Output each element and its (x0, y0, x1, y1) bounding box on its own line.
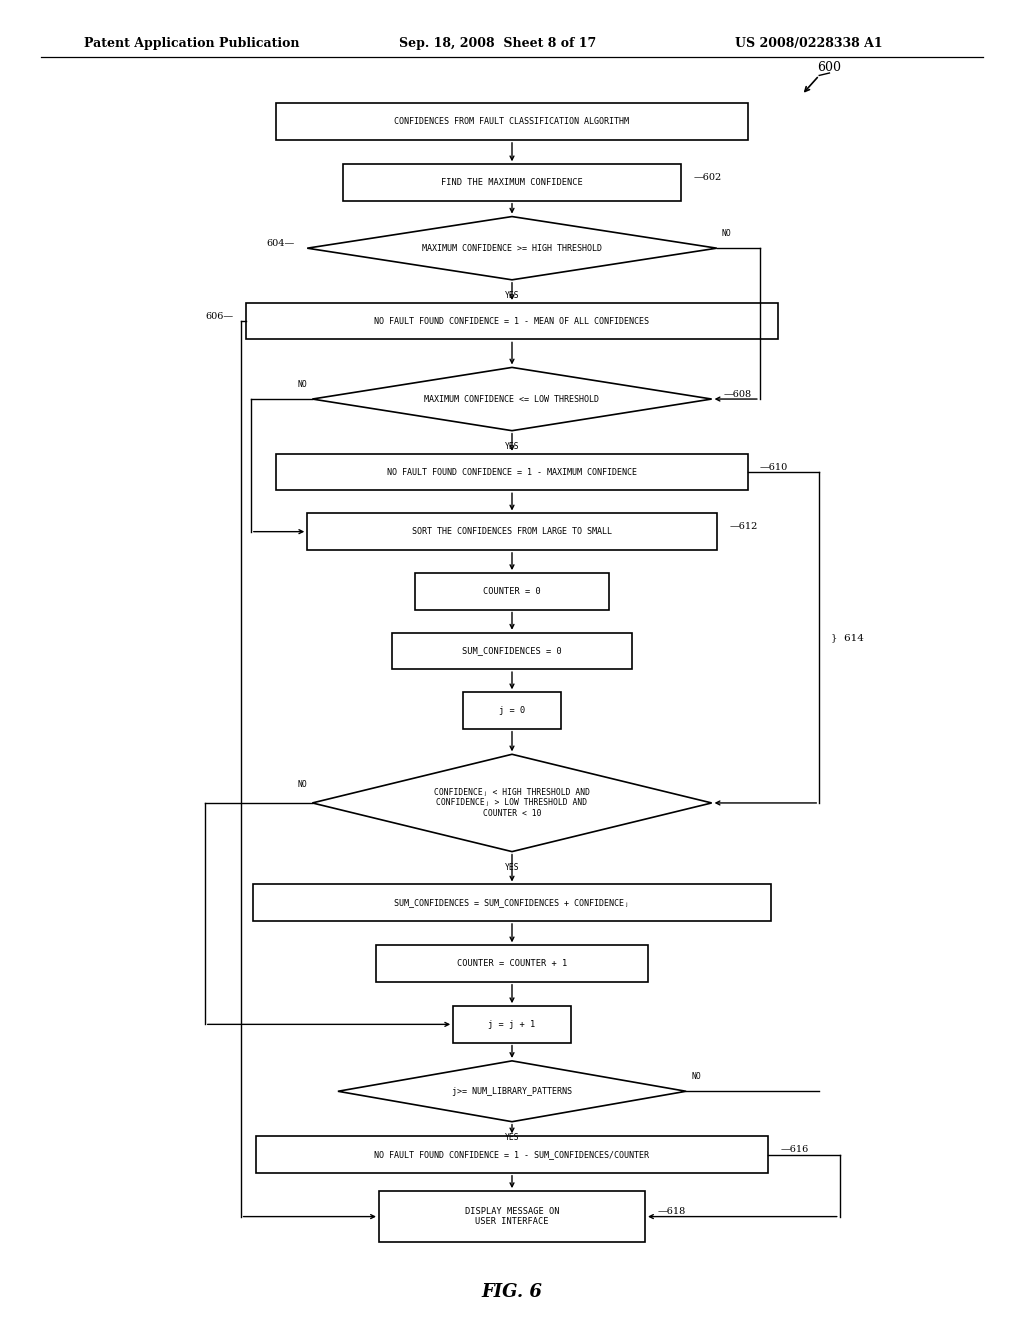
Bar (254, 884, 770, 921)
Polygon shape (338, 1061, 686, 1122)
Text: MAXIMUM CONFIDENCE >= HIGH THRESHOLD: MAXIMUM CONFIDENCE >= HIGH THRESHOLD (422, 244, 602, 252)
Text: NO FAULT FOUND CONFIDENCE = 1 - MAXIMUM CONFIDENCE: NO FAULT FOUND CONFIDENCE = 1 - MAXIMUM … (387, 467, 637, 477)
Text: 606—: 606— (206, 312, 233, 321)
Polygon shape (307, 216, 717, 280)
Text: YES: YES (505, 1133, 519, 1142)
Bar (307, 513, 717, 550)
Text: —608: —608 (724, 389, 752, 399)
Text: j = 0: j = 0 (499, 706, 525, 715)
Text: COUNTER = COUNTER + 1: COUNTER = COUNTER + 1 (457, 960, 567, 968)
Bar (276, 454, 748, 490)
Bar (256, 1137, 768, 1172)
Bar (379, 1191, 645, 1242)
Text: —602: —602 (693, 173, 722, 182)
Bar (246, 302, 778, 339)
Bar (391, 632, 632, 669)
Text: SUM_CONFIDENCES = 0: SUM_CONFIDENCES = 0 (462, 647, 562, 655)
Bar (415, 573, 609, 610)
Text: YES: YES (505, 442, 519, 450)
Text: SORT THE CONFIDENCES FROM LARGE TO SMALL: SORT THE CONFIDENCES FROM LARGE TO SMALL (412, 527, 612, 536)
Text: MAXIMUM CONFIDENCE <= LOW THRESHOLD: MAXIMUM CONFIDENCE <= LOW THRESHOLD (425, 395, 599, 404)
Text: YES: YES (505, 862, 519, 871)
Text: }  614: } 614 (831, 634, 864, 642)
Text: —616: —616 (780, 1146, 809, 1154)
Text: j = j + 1: j = j + 1 (488, 1020, 536, 1028)
Text: CONFIDENCES FROM FAULT CLASSIFICATION ALGORITHM: CONFIDENCES FROM FAULT CLASSIFICATION AL… (394, 117, 630, 127)
Bar (463, 692, 561, 729)
Bar (343, 164, 681, 201)
Text: j>= NUM_LIBRARY_PATTERNS: j>= NUM_LIBRARY_PATTERNS (452, 1086, 572, 1096)
Polygon shape (312, 367, 712, 430)
Bar (276, 103, 748, 140)
Text: —610: —610 (760, 463, 788, 471)
Text: —612: —612 (729, 523, 758, 531)
Text: SUM_CONFIDENCES = SUM_CONFIDENCES + CONFIDENCEⱼ: SUM_CONFIDENCES = SUM_CONFIDENCES + CONF… (394, 898, 630, 907)
Text: FIG. 6: FIG. 6 (481, 1283, 543, 1302)
Text: NO FAULT FOUND CONFIDENCE = 1 - SUM_CONFIDENCES/COUNTER: NO FAULT FOUND CONFIDENCE = 1 - SUM_CONF… (375, 1150, 649, 1159)
Bar (377, 945, 648, 982)
Text: NO FAULT FOUND CONFIDENCE = 1 - MEAN OF ALL CONFIDENCES: NO FAULT FOUND CONFIDENCE = 1 - MEAN OF … (375, 317, 649, 326)
Text: DISPLAY MESSAGE ON
USER INTERFACE: DISPLAY MESSAGE ON USER INTERFACE (465, 1206, 559, 1226)
Text: NO: NO (297, 380, 307, 389)
Polygon shape (312, 754, 712, 851)
Text: NO: NO (722, 230, 732, 238)
Text: —618: —618 (657, 1208, 686, 1216)
Bar (453, 1006, 571, 1043)
Text: 600: 600 (817, 61, 842, 74)
Text: US 2008/0228338 A1: US 2008/0228338 A1 (735, 37, 883, 50)
Text: YES: YES (505, 290, 519, 300)
Text: FIND THE MAXIMUM CONFIDENCE: FIND THE MAXIMUM CONFIDENCE (441, 178, 583, 187)
Text: 604—: 604— (266, 239, 295, 248)
Text: COUNTER = 0: COUNTER = 0 (483, 587, 541, 595)
Text: NO: NO (691, 1072, 701, 1081)
Text: Patent Application Publication: Patent Application Publication (84, 37, 299, 50)
Text: Sep. 18, 2008  Sheet 8 of 17: Sep. 18, 2008 Sheet 8 of 17 (399, 37, 597, 50)
Text: NO: NO (297, 780, 307, 789)
Text: CONFIDENCEⱼ < HIGH THRESHOLD AND
CONFIDENCEⱼ > LOW THRESHOLD AND
COUNTER < 10: CONFIDENCEⱼ < HIGH THRESHOLD AND CONFIDE… (434, 788, 590, 818)
